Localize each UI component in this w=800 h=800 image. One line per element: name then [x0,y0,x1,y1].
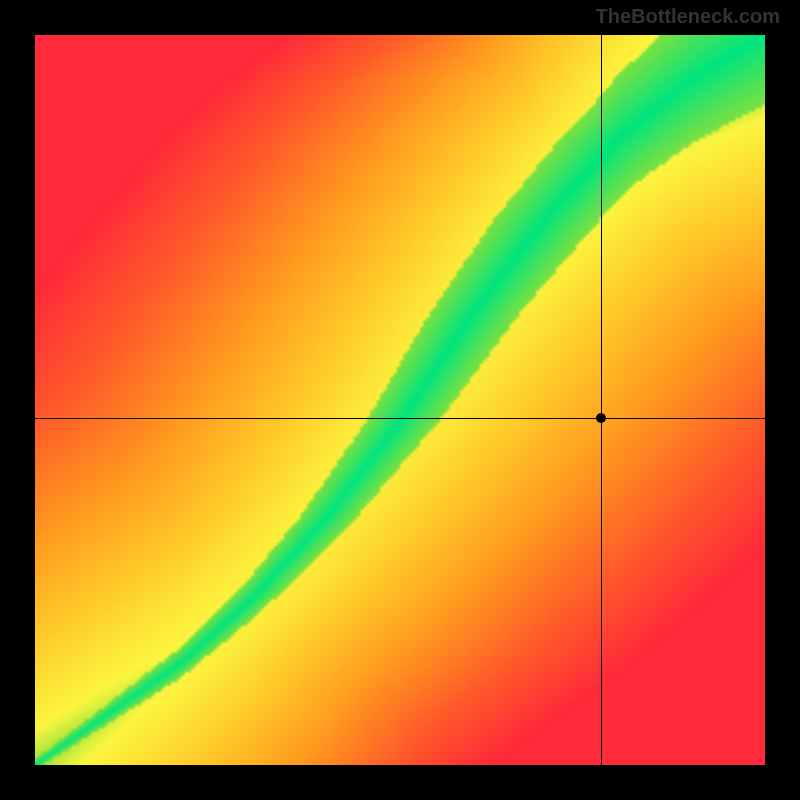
crosshair-vertical [601,35,602,765]
crosshair-horizontal [35,418,765,419]
watermark-text: TheBottleneck.com [596,6,780,29]
heatmap-canvas [35,35,765,765]
heatmap-plot [35,35,765,765]
marker-point [596,413,606,423]
